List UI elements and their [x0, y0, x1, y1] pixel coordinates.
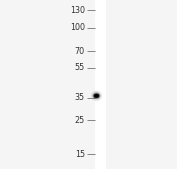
Text: 130: 130 — [70, 6, 85, 15]
Text: 100: 100 — [70, 23, 85, 32]
Text: 70: 70 — [75, 47, 85, 56]
Ellipse shape — [93, 92, 100, 99]
Text: 25: 25 — [75, 116, 85, 125]
Text: 35: 35 — [75, 93, 85, 102]
Text: 55: 55 — [75, 63, 85, 72]
Ellipse shape — [94, 94, 99, 98]
Text: 15: 15 — [75, 150, 85, 159]
Bar — [95, 0, 106, 169]
Ellipse shape — [91, 90, 102, 101]
